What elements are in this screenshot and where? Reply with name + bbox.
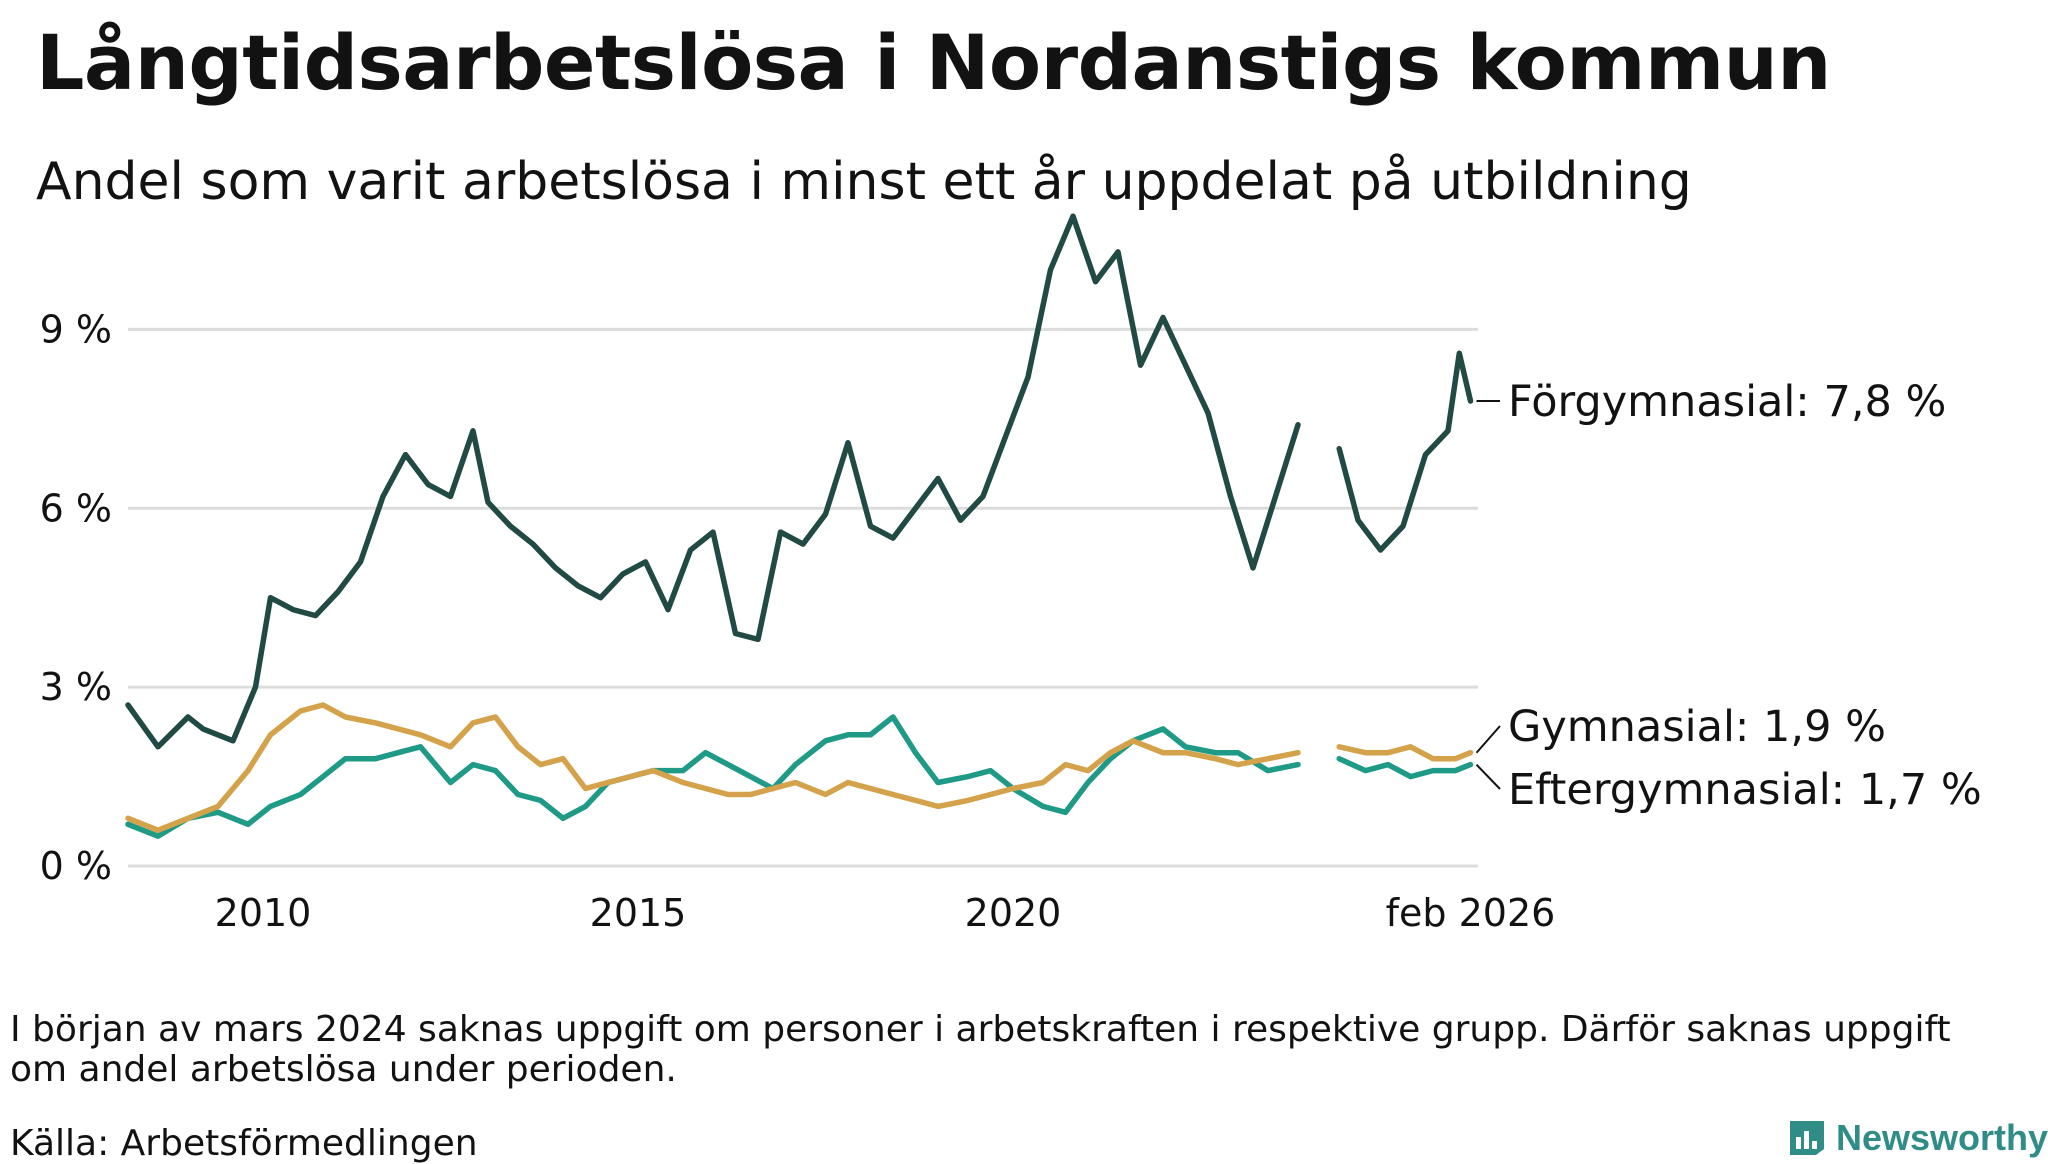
newsworthy-logo[interactable]: Newsworthy [1786,1117,2048,1159]
chart-title: Långtidsarbetslösa i Nordanstigs kommun [36,18,1831,107]
y-tick-label: 3 % [40,665,112,709]
series-end-labels: Förgymnasial: 7,8 % Gymnasial: 1,9 % Efter… [1475,377,1982,815]
y-tick-label: 0 % [40,844,112,888]
series-label-eftergymnasial: Eftergymnasial: 1,7 % [1508,765,1982,815]
brand-name: Newsworthy [1836,1117,2048,1158]
series-line-forgymnasial [125,213,1474,750]
y-tick-label: 9 % [40,307,112,351]
series-lines [125,213,1474,839]
gridlines [128,327,1478,868]
series-label-gymnasial: Gymnasial: 1,9 % [1508,702,1886,752]
series-line-eftergymnasial [125,714,1474,839]
series-label-forgymnasial: Förgymnasial: 7,8 % [1508,377,1946,427]
series-line-gymnasial [125,702,1474,833]
x-tick-label: 2015 [590,891,687,935]
x-tick-label: 2010 [215,891,312,935]
leader-line-gymnasial [1475,725,1501,754]
leader-line-eftergymnasial [1475,763,1501,790]
line-chart: 0 % 3 % 6 % 9 % 2010 2015 2020 feb 2026 Förgym… [40,213,1982,935]
newsworthy-logo-icon [1790,1121,1824,1155]
x-tick-label: feb 2026 [1386,891,1556,935]
x-axis-ticks: 2010 2015 2020 feb 2026 [215,891,1556,935]
source-credit: Källa: Arbetsförmedlingen [10,1123,478,1164]
chart-subtitle: Andel som varit arbetslösa i minst ett å… [36,152,1692,212]
y-tick-label: 6 % [40,486,112,530]
y-axis-ticks: 0 % 3 % 6 % 9 % [40,307,112,888]
x-tick-label: 2020 [965,891,1062,935]
footnote: I början av mars 2024 saknas uppgift om … [10,1009,1951,1090]
